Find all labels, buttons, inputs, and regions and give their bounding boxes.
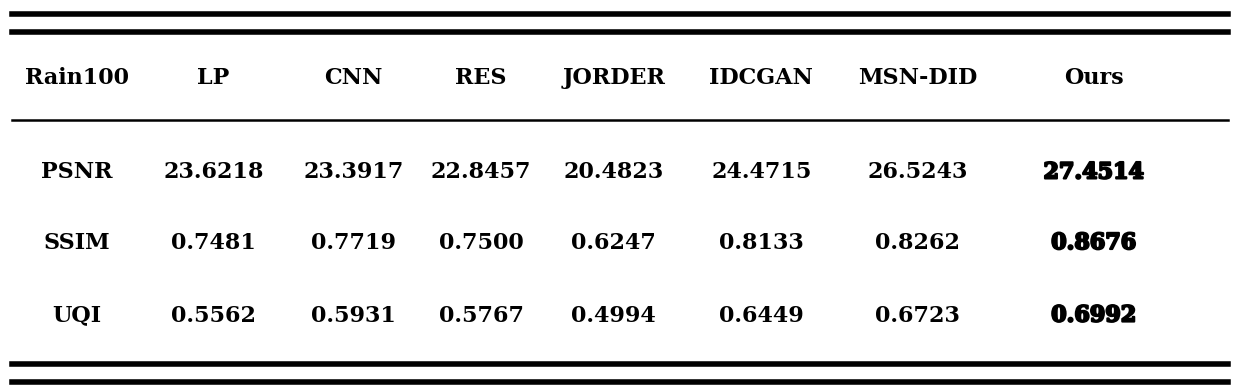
Text: 0.7481: 0.7481 <box>171 232 255 254</box>
Text: 20.4823: 20.4823 <box>564 162 663 183</box>
Text: 0.4994: 0.4994 <box>572 305 656 327</box>
Text: RES: RES <box>455 67 507 89</box>
Text: 23.6218: 23.6218 <box>162 162 264 183</box>
Text: 0.8133: 0.8133 <box>719 232 804 254</box>
Text: CNN: CNN <box>324 67 383 89</box>
Text: 0.7719: 0.7719 <box>311 232 396 254</box>
Text: 0.5767: 0.5767 <box>439 305 523 327</box>
Text: MSN-DID: MSN-DID <box>858 67 977 89</box>
Text: IDCGAN: IDCGAN <box>709 67 813 89</box>
Text: PSNR: PSNR <box>41 162 113 183</box>
Text: 0.5931: 0.5931 <box>311 305 396 327</box>
Text: 0.6723: 0.6723 <box>875 305 960 327</box>
Text: 23.3917: 23.3917 <box>304 162 403 183</box>
Text: 0.8262: 0.8262 <box>875 232 960 254</box>
Text: 24.4715: 24.4715 <box>712 162 811 183</box>
Text: JORDER: JORDER <box>563 67 665 89</box>
Text: 0.7500: 0.7500 <box>439 232 523 254</box>
Text: SSIM: SSIM <box>43 232 110 254</box>
Text: 0.6247: 0.6247 <box>572 232 656 254</box>
Text: 0.5562: 0.5562 <box>171 305 255 327</box>
Text: 0.6449: 0.6449 <box>719 305 804 327</box>
Text: 26.5243: 26.5243 <box>868 162 967 183</box>
Text: UQI: UQI <box>52 305 102 327</box>
Text: LP: LP <box>197 67 229 89</box>
Text: Rain100: Rain100 <box>25 67 129 89</box>
Text: Ours: Ours <box>1064 67 1123 89</box>
Text: 27.4514: 27.4514 <box>1044 162 1143 183</box>
Text: 0.6992: 0.6992 <box>1052 305 1136 327</box>
Text: 0.8676: 0.8676 <box>1052 232 1136 254</box>
Text: 22.8457: 22.8457 <box>430 162 532 183</box>
